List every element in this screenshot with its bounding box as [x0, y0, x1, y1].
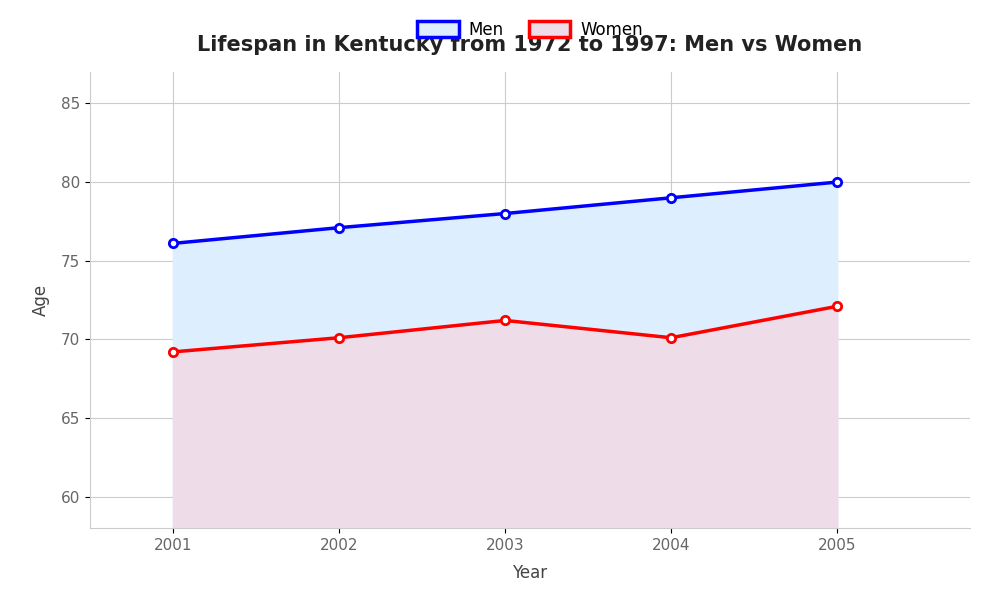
Y-axis label: Age: Age	[32, 284, 50, 316]
Legend: Men, Women: Men, Women	[417, 21, 643, 39]
X-axis label: Year: Year	[512, 564, 548, 582]
Title: Lifespan in Kentucky from 1972 to 1997: Men vs Women: Lifespan in Kentucky from 1972 to 1997: …	[197, 35, 863, 55]
